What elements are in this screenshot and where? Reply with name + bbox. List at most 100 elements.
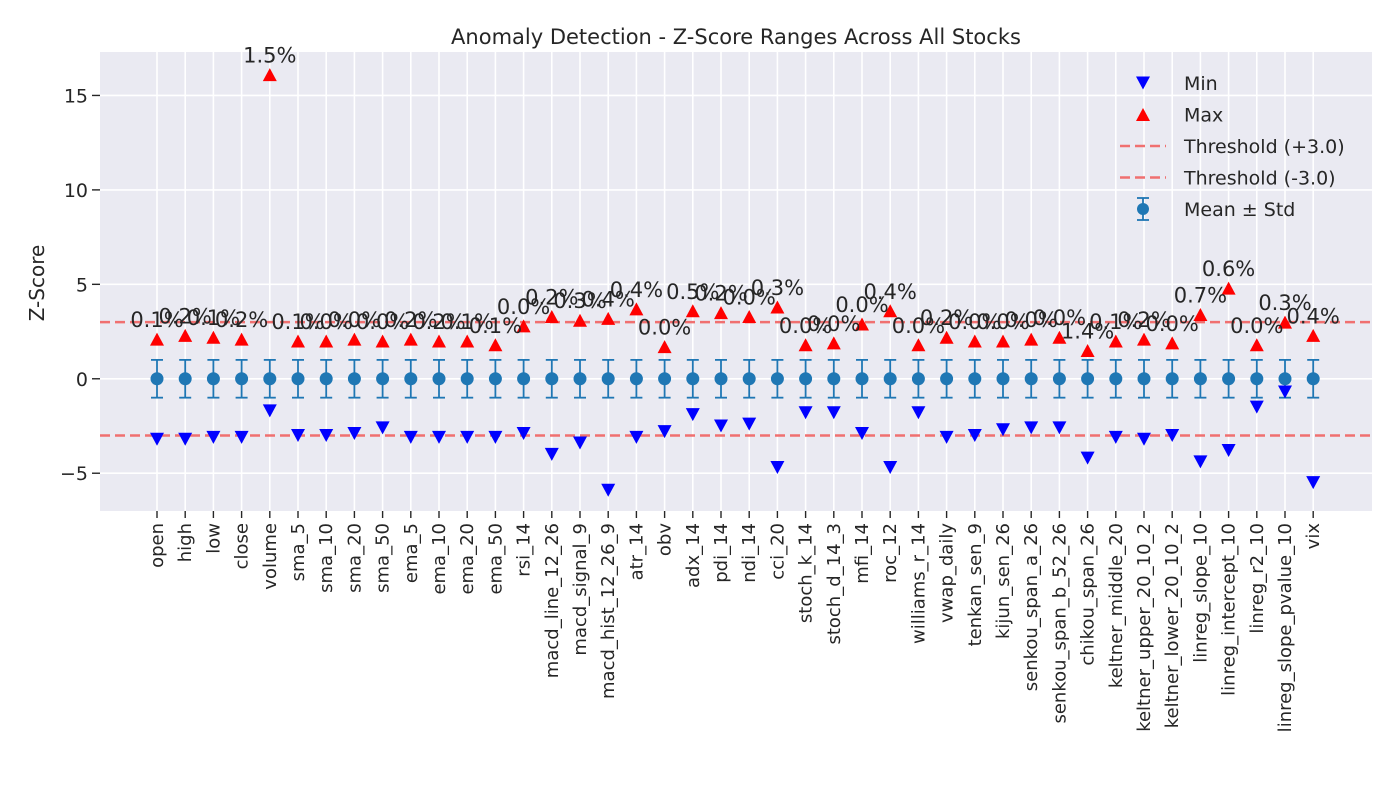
mean-point bbox=[658, 372, 672, 386]
mean-point bbox=[460, 372, 474, 386]
mean-point bbox=[545, 372, 559, 386]
percent-annotation: 0.1% bbox=[271, 310, 324, 334]
mean-point bbox=[347, 372, 361, 386]
x-tick-label: senkou_span_a_26 bbox=[1021, 523, 1042, 691]
max-point bbox=[1249, 338, 1264, 352]
min-point bbox=[770, 461, 785, 475]
percent-annotation: 0.1% bbox=[1089, 310, 1142, 334]
max-point bbox=[1024, 332, 1039, 346]
mean-point bbox=[742, 372, 756, 386]
min-point bbox=[996, 423, 1010, 437]
percent-annotation: 0.0% bbox=[976, 310, 1029, 334]
percent-annotation: 0.2% bbox=[694, 282, 747, 306]
max-point bbox=[375, 334, 390, 348]
mean-point bbox=[150, 372, 164, 386]
max-point bbox=[347, 332, 362, 346]
min-point bbox=[403, 430, 418, 444]
max-point bbox=[714, 306, 728, 320]
x-tick-label: linreg_slope_10 bbox=[1190, 523, 1211, 663]
mean-point bbox=[1278, 372, 1292, 386]
x-tick-label: keltner_upper_20_10_2 bbox=[1134, 523, 1155, 732]
percent-annotation: 0.0% bbox=[638, 316, 691, 340]
percent-annotation: 0.0% bbox=[1033, 306, 1086, 330]
mean-point bbox=[432, 372, 446, 386]
min-point bbox=[1278, 385, 1292, 399]
x-tick-label: atr_14 bbox=[626, 523, 647, 580]
percent-annotation: 1.5% bbox=[243, 44, 296, 68]
percent-annotation: 0.4% bbox=[582, 287, 635, 311]
percent-annotation: 0.0% bbox=[723, 285, 776, 309]
mean-point bbox=[1024, 372, 1038, 386]
max-point bbox=[685, 304, 700, 318]
legend: Min Max Threshold (+3.0) Threshold (-3.0) Me… bbox=[1120, 73, 1345, 221]
x-tick-label: sma_5 bbox=[288, 523, 309, 581]
y-tick-label: 0 bbox=[76, 369, 88, 391]
mean-point bbox=[319, 372, 333, 386]
max-point bbox=[911, 338, 926, 352]
x-tick-label: kijun_sen_26 bbox=[993, 523, 1014, 639]
mean-point bbox=[178, 372, 192, 386]
legend-label: Max bbox=[1184, 105, 1223, 127]
min-point bbox=[1052, 421, 1067, 435]
mean-point bbox=[827, 372, 841, 386]
min-point bbox=[1108, 430, 1123, 444]
min-point bbox=[826, 406, 841, 420]
mean-point bbox=[404, 372, 418, 386]
percent-annotation: 0.2% bbox=[525, 285, 578, 309]
mean-point bbox=[686, 372, 700, 386]
y-tick-label: −5 bbox=[60, 463, 88, 485]
percent-annotation: 0.0% bbox=[1005, 308, 1058, 332]
max-point bbox=[939, 330, 954, 344]
x-tick-label: volume bbox=[260, 523, 281, 590]
legend-label: Min bbox=[1184, 73, 1218, 95]
mean-point bbox=[1193, 372, 1207, 386]
percent-annotation: 0.2% bbox=[159, 304, 212, 328]
x-tick-label: obv bbox=[655, 523, 676, 556]
percent-annotation: 0.1% bbox=[187, 306, 240, 330]
max-point bbox=[291, 334, 305, 348]
percent-annotation: 0.4% bbox=[864, 280, 917, 304]
percent-annotation: 0.7% bbox=[1174, 284, 1227, 308]
percent-annotation: 0.6% bbox=[1202, 257, 1255, 281]
x-tick-label: keltner_middle_20 bbox=[1106, 523, 1127, 688]
x-tick-label: stoch_d_14_3 bbox=[824, 523, 845, 645]
mean-point bbox=[1306, 372, 1320, 386]
max-point bbox=[262, 68, 277, 82]
max-point bbox=[234, 332, 249, 346]
legend-label: Threshold (+3.0) bbox=[1183, 136, 1345, 158]
percent-annotation: 0.1% bbox=[469, 314, 522, 338]
max-point bbox=[798, 338, 813, 352]
mean-point bbox=[235, 372, 249, 386]
legend-label: Threshold (-3.0) bbox=[1183, 168, 1336, 190]
percent-annotation: 0.0% bbox=[1230, 314, 1283, 338]
max-point bbox=[1108, 334, 1123, 348]
min-point bbox=[516, 427, 531, 441]
min-point bbox=[375, 421, 390, 435]
min-point bbox=[460, 430, 475, 444]
max-point bbox=[460, 334, 475, 348]
max-point bbox=[1278, 315, 1292, 329]
min-point bbox=[967, 428, 982, 442]
min-point bbox=[657, 425, 672, 439]
x-tick-label: tenkan_sen_9 bbox=[965, 523, 986, 646]
min-point bbox=[206, 430, 221, 444]
percent-annotations: 0.1%0.2%0.1%0.2%1.5%0.1%0.0%0.0%0.0%0.2%… bbox=[130, 44, 1340, 344]
mean-point bbox=[940, 372, 954, 386]
x-tick-label: ema_20 bbox=[457, 523, 478, 595]
min-point bbox=[629, 430, 644, 444]
x-tick-label: ndi_14 bbox=[739, 523, 760, 583]
x-axis: open high low close volume sma_5 sma_10 sma_20 s… bbox=[147, 511, 1324, 732]
max-point bbox=[855, 317, 869, 331]
x-tick-label: macd_hist_12_26_9 bbox=[598, 523, 619, 699]
mean-point bbox=[968, 372, 982, 386]
max-point bbox=[1193, 308, 1208, 322]
min-point bbox=[291, 428, 305, 442]
mean-point bbox=[883, 372, 897, 386]
min-point bbox=[1165, 428, 1180, 442]
x-tick-label: pdi_14 bbox=[711, 523, 732, 583]
x-tick-label: linreg_slope_pvalue_10 bbox=[1275, 523, 1296, 732]
x-tick-label: adx_14 bbox=[683, 523, 704, 588]
min-point bbox=[347, 427, 362, 441]
max-point bbox=[206, 330, 221, 344]
percent-annotation: 0.0% bbox=[807, 312, 860, 336]
